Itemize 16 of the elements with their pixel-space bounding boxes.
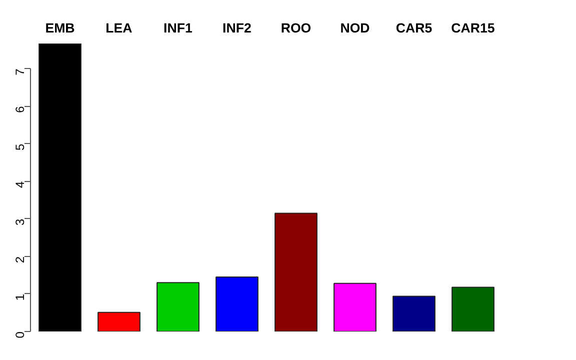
x-tick-label: ROO xyxy=(280,20,312,36)
x-tick-label: EMB xyxy=(45,20,76,36)
x-tick-label: CAR15 xyxy=(451,20,496,36)
y-tick-label: 4 xyxy=(13,180,27,188)
x-tick-label: NOD xyxy=(340,20,370,36)
x-tick-label: INF2 xyxy=(222,20,252,36)
y-tick-label: 0 xyxy=(13,331,27,338)
x-tick-label: LEA xyxy=(106,20,133,36)
y-tick-label: 2 xyxy=(13,256,27,264)
y-tick-label: 7 xyxy=(13,68,27,76)
y-tick-label: 3 xyxy=(13,218,27,226)
x-tick-label: INF1 xyxy=(164,20,194,36)
y-tick-label: 6 xyxy=(13,106,27,113)
x-tick-label: CAR5 xyxy=(396,20,433,36)
y-tick-label: 1 xyxy=(13,294,27,301)
y-tick-label: 5 xyxy=(13,143,27,150)
